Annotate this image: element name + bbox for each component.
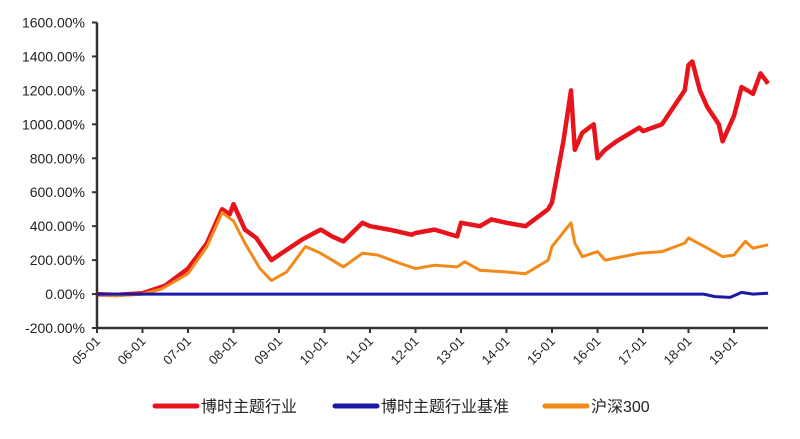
legend-label-1: 博时主题行业基准	[381, 398, 509, 416]
series-line-1	[97, 290, 769, 299]
y-tick-label: 800.00%	[30, 150, 85, 166]
x-tick-label: 05-01	[69, 334, 103, 368]
y-tick-label: 1600.00%	[22, 15, 85, 31]
y-tick-label: 1000.00%	[22, 116, 85, 132]
x-tick-label: 17-01	[615, 334, 649, 368]
x-tick-label: 14-01	[479, 334, 513, 368]
x-tick-label: 06-01	[115, 334, 149, 368]
x-tick-label: 16-01	[570, 334, 604, 368]
x-tick-label: 12-01	[388, 334, 422, 368]
y-tick-label: 1200.00%	[22, 82, 85, 98]
x-tick-label: 18-01	[661, 334, 695, 368]
y-tick-label: 0.00%	[45, 286, 85, 302]
x-tick-label: 11-01	[343, 334, 376, 367]
legend-label-2: 沪深300	[591, 398, 650, 416]
y-tick-label: 400.00%	[30, 218, 85, 234]
y-tick-label: 600.00%	[30, 184, 85, 200]
y-tick-label: 1400.00%	[22, 48, 85, 64]
x-axis: 05-01 06-01 07-01 08-01 09-01 10-01 11-01 12-01…	[69, 326, 768, 368]
series-line-0	[96, 59, 770, 298]
x-tick-label: 10-01	[297, 334, 331, 368]
y-axis: -200.00% 0.00% 200.00% 400.00% 600.00% 800.00…	[22, 15, 99, 336]
x-tick-label: 19-01	[706, 334, 740, 368]
x-tick-label: 15-01	[524, 334, 558, 368]
legend: 博时主题行业 博时主题行业基准 沪深300	[152, 398, 650, 416]
y-tick-label: 200.00%	[30, 252, 85, 268]
x-tick-label: 09-01	[251, 334, 285, 368]
x-tick-label: 13-01	[433, 334, 467, 368]
y-tick-label: -200.00%	[25, 320, 85, 336]
x-tick-label: 07-01	[160, 334, 194, 368]
series-line-2	[96, 211, 769, 298]
x-tick-label: 08-01	[206, 334, 240, 368]
legend-label-0: 博时主题行业	[201, 398, 297, 416]
series-lines	[96, 59, 770, 299]
